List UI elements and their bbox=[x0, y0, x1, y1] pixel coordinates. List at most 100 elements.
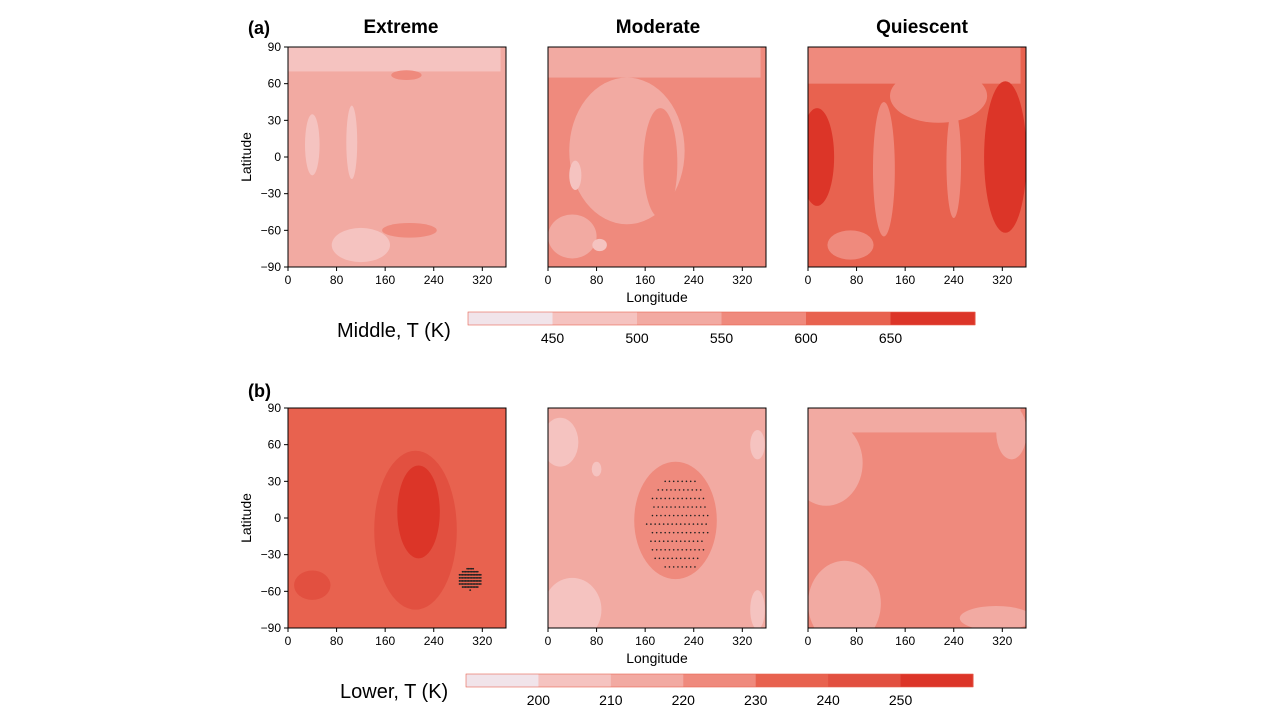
stipple-dot bbox=[476, 580, 479, 582]
stipple-dot bbox=[668, 480, 671, 483]
stipple-dot bbox=[684, 540, 686, 543]
stipple-dot bbox=[651, 548, 654, 551]
stipple-dot bbox=[677, 548, 679, 551]
y-tick-label: 30 bbox=[268, 113, 282, 127]
stipple-dot bbox=[466, 583, 469, 585]
stipple-dot bbox=[460, 576, 462, 579]
stipple-dot bbox=[681, 566, 684, 568]
stipple-dot bbox=[470, 580, 473, 582]
stipple-dot bbox=[684, 557, 686, 560]
stipple-dot bbox=[461, 573, 464, 576]
stipple-dot bbox=[689, 548, 692, 551]
stipple-dot bbox=[470, 576, 473, 579]
stipple-dot bbox=[664, 548, 666, 551]
x-tick-label: 240 bbox=[944, 273, 964, 287]
stipple-dot bbox=[463, 576, 466, 579]
colorbar-tick-label: 550 bbox=[710, 330, 734, 346]
x-tick-label: 320 bbox=[732, 273, 752, 287]
stipple-dot bbox=[650, 540, 652, 543]
panel-a-label: (a) bbox=[248, 18, 270, 38]
stipple-dot bbox=[699, 506, 702, 508]
x-tick-label: 160 bbox=[375, 634, 395, 648]
stipple-dot bbox=[470, 570, 473, 573]
stipple-dot bbox=[478, 573, 481, 576]
stipple-dot bbox=[678, 489, 681, 491]
stipple-dot bbox=[658, 540, 661, 543]
x-tick-label: 160 bbox=[895, 634, 915, 648]
heatmap-b-moderate bbox=[548, 408, 766, 628]
x-tick-label: 320 bbox=[732, 634, 752, 648]
stipple-dot bbox=[469, 589, 472, 592]
x-tick-label: 0 bbox=[285, 634, 292, 648]
stipple-dot bbox=[702, 531, 705, 534]
stipple-dot bbox=[677, 497, 679, 500]
x-tick-label: 80 bbox=[850, 273, 864, 287]
colorbar-swatch bbox=[721, 312, 807, 325]
stipple-dot bbox=[473, 586, 476, 588]
stipple-dot bbox=[671, 557, 673, 560]
stipple-dot bbox=[691, 489, 694, 491]
colorbar-swatch bbox=[538, 674, 612, 687]
stipple-dot bbox=[675, 557, 678, 560]
stipple-dot bbox=[674, 489, 677, 491]
stipple-dot bbox=[464, 573, 467, 576]
stipple-dot bbox=[670, 506, 672, 508]
colorbar-tick-label: 500 bbox=[625, 330, 649, 346]
stipple-dot bbox=[464, 576, 467, 579]
stipple-dot bbox=[475, 576, 478, 579]
x-tick-label: 80 bbox=[330, 634, 344, 648]
stipple-dot bbox=[702, 548, 705, 551]
heatmap-region bbox=[548, 417, 579, 467]
stipple-dot bbox=[478, 580, 481, 582]
stipple-dot bbox=[694, 480, 696, 483]
colorbar-swatch bbox=[610, 674, 684, 687]
stipple-dot bbox=[657, 489, 660, 491]
stipple-dot bbox=[704, 506, 706, 508]
stipple-dot bbox=[692, 557, 695, 560]
stipple-dot bbox=[473, 576, 476, 579]
column-title-moderate: Moderate bbox=[615, 17, 701, 38]
stipple-dot bbox=[698, 514, 701, 517]
stipple-dot bbox=[478, 583, 481, 585]
stipple-dot bbox=[466, 586, 469, 588]
stipple-dot bbox=[463, 586, 466, 588]
stipple-dot bbox=[476, 586, 479, 588]
stipple-dot bbox=[679, 540, 682, 543]
stipple-dot bbox=[661, 506, 664, 508]
panel-b-label: (b) bbox=[248, 381, 271, 401]
stipple-dot bbox=[470, 573, 473, 576]
stipple-dot bbox=[698, 497, 701, 500]
stipple-dot bbox=[677, 566, 679, 568]
y-tick-label: −60 bbox=[261, 223, 282, 237]
stipple-dot bbox=[469, 586, 472, 588]
colorbar-swatch bbox=[466, 674, 539, 687]
heatmap-a-moderate bbox=[548, 47, 766, 267]
stipple-dot bbox=[667, 540, 669, 543]
x-tick-label: 0 bbox=[805, 273, 812, 287]
stipple-dot bbox=[475, 570, 478, 573]
stipple-dot bbox=[667, 523, 669, 525]
x-tick-label: 320 bbox=[472, 634, 492, 648]
stipple-dot bbox=[660, 548, 662, 551]
stipple-dot bbox=[464, 583, 467, 585]
stipple-dot bbox=[688, 523, 690, 525]
stipple-dot bbox=[662, 523, 665, 525]
stipple-dot bbox=[689, 514, 692, 517]
plot-frame bbox=[547, 407, 767, 629]
y-tick-label: 0 bbox=[274, 511, 281, 525]
heatmap-region bbox=[548, 47, 761, 78]
stipple-dot bbox=[472, 570, 475, 573]
stipple-dot bbox=[695, 489, 698, 491]
stipple-dot bbox=[675, 540, 678, 543]
stipple-dot bbox=[671, 523, 673, 525]
stipple-dot bbox=[679, 557, 682, 560]
stipple-dot bbox=[472, 576, 475, 579]
stipple-dot bbox=[668, 514, 671, 517]
x-tick-label: 320 bbox=[472, 273, 492, 287]
stipple-dot bbox=[654, 540, 656, 543]
x-tick-label: 80 bbox=[590, 634, 604, 648]
stipple-dot bbox=[458, 580, 461, 582]
stipple-dot bbox=[473, 573, 476, 576]
stipple-dot bbox=[671, 540, 673, 543]
